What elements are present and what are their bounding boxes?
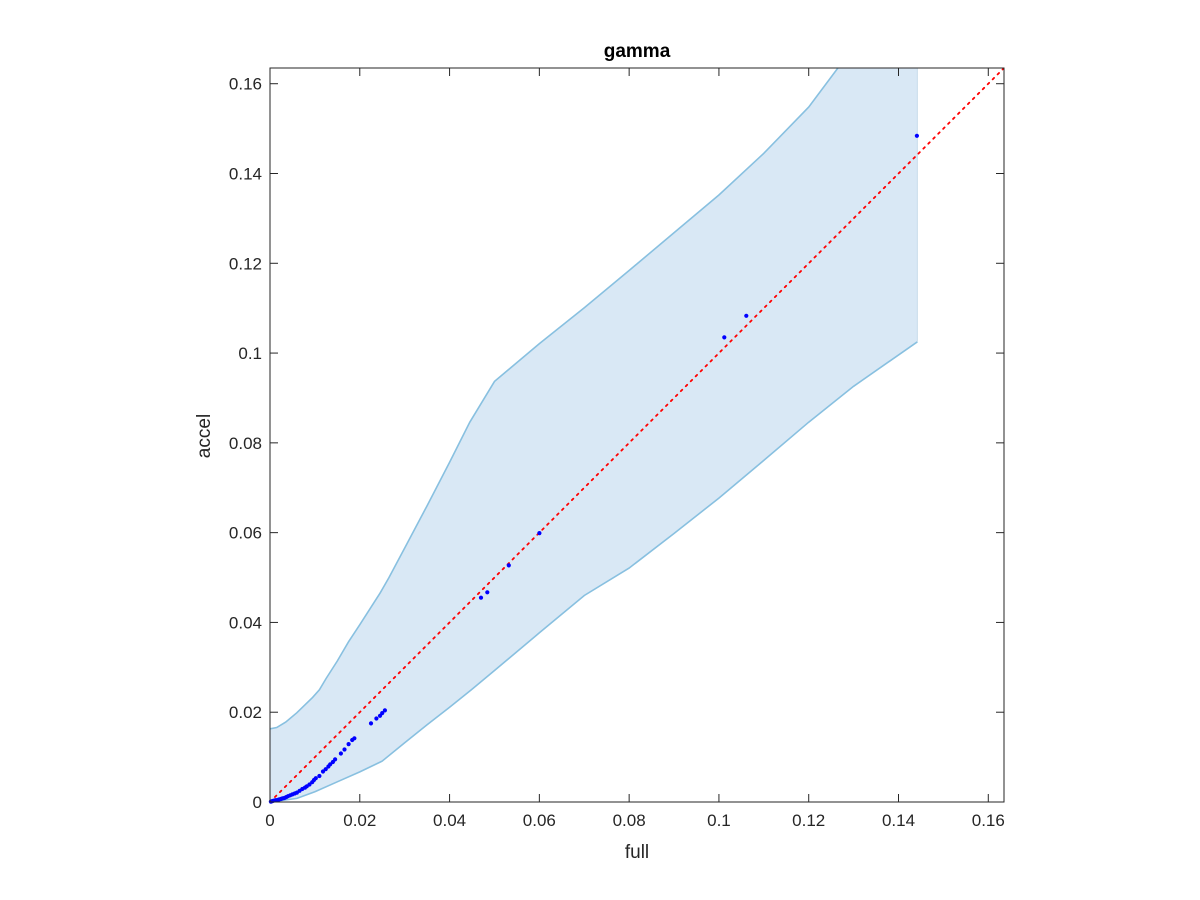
band-upper-edge xyxy=(270,68,839,730)
data-point xyxy=(722,335,727,340)
x-tick-label: 0.06 xyxy=(523,811,556,830)
confidence-band xyxy=(270,68,918,802)
x-tick-label: 0.16 xyxy=(972,811,1005,830)
y-axis-label: accel xyxy=(194,414,215,458)
x-tick-label: 0 xyxy=(265,811,274,830)
plot-frame xyxy=(269,67,1005,803)
y-tick-label: 0.08 xyxy=(229,434,262,453)
data-point xyxy=(744,313,749,318)
data-point xyxy=(342,747,347,752)
x-tick-label: 0.14 xyxy=(882,811,915,830)
data-point xyxy=(506,563,511,568)
y-tick-label: 0.16 xyxy=(229,75,262,94)
data-point xyxy=(380,711,385,716)
data-point xyxy=(313,776,318,781)
x-tick-label: 0.02 xyxy=(343,811,376,830)
chart-title: gamma xyxy=(604,41,671,62)
y-tick-label: 0.12 xyxy=(229,254,262,273)
data-point xyxy=(382,708,387,713)
y-tick-label: 0.1 xyxy=(238,344,262,363)
x-tick-label: 0.1 xyxy=(707,811,731,830)
data-point xyxy=(478,595,484,600)
data-point xyxy=(317,773,322,779)
data-point xyxy=(914,133,920,138)
data-point xyxy=(537,531,542,536)
reference-line xyxy=(270,68,1004,802)
y-tick-label: 0.04 xyxy=(229,613,262,632)
y-tick-label: 0.02 xyxy=(229,703,262,722)
x-tick-label: 0.08 xyxy=(613,811,646,830)
y-tick-label: 0.06 xyxy=(229,524,262,543)
data-point xyxy=(333,757,338,762)
x-tick-label: 0.04 xyxy=(433,811,466,830)
data-point xyxy=(485,590,490,595)
data-point xyxy=(338,751,343,756)
x-tick-label: 0.12 xyxy=(792,811,825,830)
y-tick-label: 0.14 xyxy=(229,164,262,183)
data-point xyxy=(374,716,379,721)
data-point xyxy=(368,721,374,726)
data-point xyxy=(323,767,328,772)
x-axis-label: full xyxy=(625,842,649,863)
data-point xyxy=(352,736,357,741)
data-point xyxy=(346,742,351,747)
band-lower-edge xyxy=(270,341,918,802)
y-tick-label: 0 xyxy=(253,793,262,812)
